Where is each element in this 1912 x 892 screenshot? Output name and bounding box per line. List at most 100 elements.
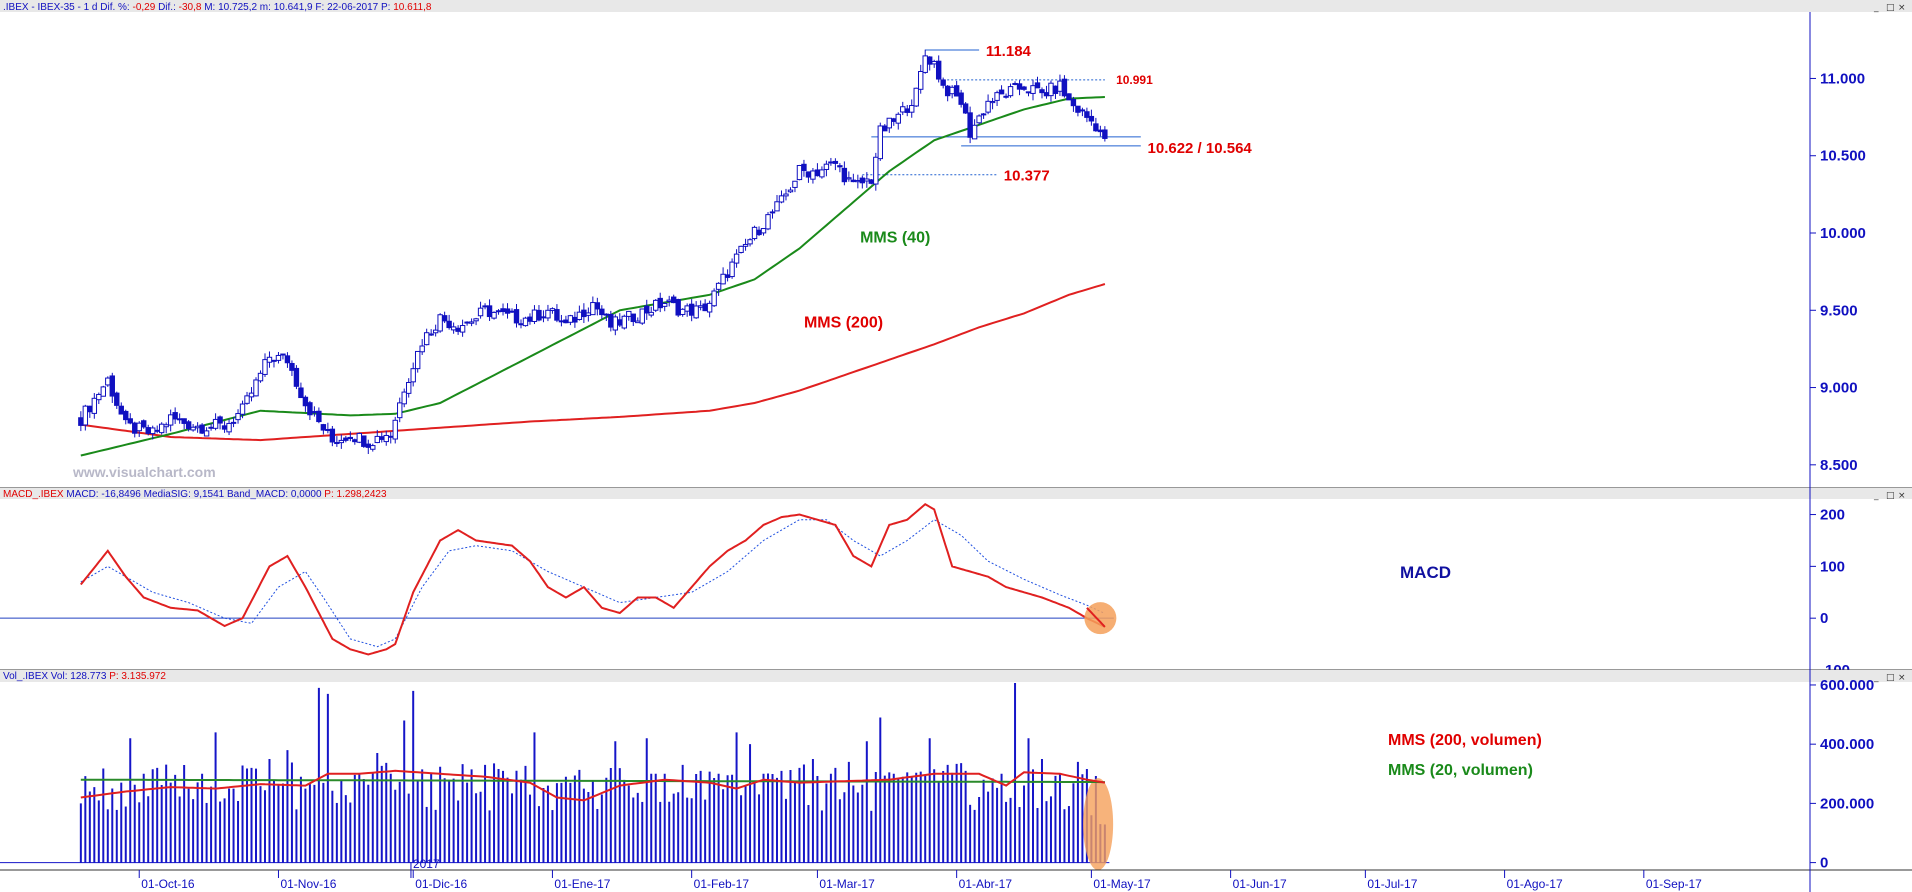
candle-down [172, 412, 178, 420]
candle-up [163, 424, 169, 428]
restore-button[interactable]: □ [1886, 3, 1895, 13]
candle-down [455, 327, 461, 332]
volume-ma20-line [80, 778, 1105, 784]
candle-up [558, 320, 565, 323]
minimize-button[interactable]: _ [1873, 491, 1879, 501]
candle-up [895, 113, 901, 124]
candle-down [114, 392, 120, 406]
candle-up [886, 117, 892, 129]
macd-header-bar [0, 488, 1912, 499]
header-segment: P: 3.135.972 [109, 671, 166, 682]
candle-up [697, 305, 704, 308]
candle-down [814, 169, 821, 177]
y-tick-label: 0 [1820, 610, 1828, 627]
candle-up [356, 432, 363, 443]
candle-down [127, 418, 133, 424]
candle-up [1079, 109, 1086, 112]
candle-down [837, 165, 843, 168]
candle-down [670, 296, 677, 304]
candle-down [284, 355, 291, 364]
candle-down [365, 443, 371, 448]
y-tick-label: 11.000 [1820, 70, 1865, 87]
annotation-high: 11.184 [986, 43, 1032, 60]
candle-down [1003, 95, 1009, 98]
candle-down [334, 442, 340, 445]
candle-up [976, 115, 982, 124]
candle-down [185, 421, 192, 430]
candle-up [392, 419, 398, 440]
candle-down [298, 387, 304, 399]
candle-up [635, 320, 641, 324]
candle-down [940, 79, 946, 86]
ma200-line [80, 283, 1106, 442]
restore-button[interactable]: □ [1886, 673, 1895, 683]
macd-panel: MACD_.IBEX MACD: -16,8496 MediaSIG: 9,15… [0, 488, 1912, 679]
candle-down [675, 299, 681, 316]
close-button[interactable]: × [1898, 3, 1906, 13]
candle-up [742, 243, 749, 247]
candle-up [823, 163, 830, 170]
candle-up [428, 333, 434, 336]
restore-button[interactable]: □ [1886, 491, 1895, 501]
candle-up [176, 418, 183, 421]
candle-down [145, 427, 151, 434]
candle-up [653, 299, 659, 311]
candle-up [531, 309, 538, 322]
candle-up [684, 305, 690, 312]
candle-up [239, 403, 246, 415]
minimize-button[interactable]: _ [1873, 673, 1879, 683]
candle-up [437, 314, 443, 332]
candle-up [989, 100, 996, 104]
macd-label: MACD [1400, 563, 1451, 582]
y-tick-label: 0 [1820, 855, 1828, 872]
candle-down [347, 436, 354, 440]
candle-down [644, 305, 650, 314]
candle-up [918, 71, 924, 90]
candle-up [711, 290, 717, 307]
candle-up [212, 418, 219, 429]
candle-up [374, 435, 380, 444]
y-tick-label: 400.000 [1820, 736, 1874, 753]
candle-down [859, 177, 866, 184]
candle-up [100, 386, 107, 397]
candle-down [617, 319, 623, 326]
candle-up [590, 302, 596, 316]
volume-ma200-label: MMS (200, volumen) [1388, 732, 1542, 749]
candle-up [262, 359, 268, 375]
candle-down [527, 316, 533, 322]
candle-down [504, 308, 511, 314]
candle-up [136, 422, 142, 432]
candle-up [715, 282, 722, 290]
candle-down [500, 308, 506, 313]
candle-down [230, 421, 237, 424]
candle-down [805, 171, 812, 178]
candle-down [325, 429, 331, 432]
candle-down [352, 439, 358, 443]
minimize-button[interactable]: _ [1873, 3, 1879, 13]
candle-up [423, 332, 430, 346]
candle-down [441, 315, 448, 322]
candle-down [935, 60, 942, 80]
candle-down [891, 118, 897, 122]
candle-up [576, 311, 583, 320]
y-tick-label: 8.500 [1820, 457, 1858, 474]
candle-up [406, 382, 412, 394]
candle-up [226, 422, 232, 433]
close-button[interactable]: × [1898, 491, 1906, 501]
candle-down [509, 310, 515, 313]
candle-up [666, 299, 672, 302]
candle-up [662, 302, 668, 307]
candle-down [1102, 129, 1108, 139]
x-tick-label: 01-Abr-17 [959, 877, 1013, 891]
candle-up [1012, 82, 1018, 85]
volume-highlight-ellipse [1083, 778, 1114, 870]
candle-up [985, 100, 991, 113]
close-button[interactable]: × [1898, 673, 1906, 683]
candle-up [150, 427, 156, 435]
candle-up [810, 170, 816, 180]
candle-up [720, 273, 726, 285]
candle-up [603, 313, 610, 316]
candle-down [1066, 93, 1072, 101]
candle-up [778, 195, 785, 203]
candle-up [338, 439, 345, 444]
